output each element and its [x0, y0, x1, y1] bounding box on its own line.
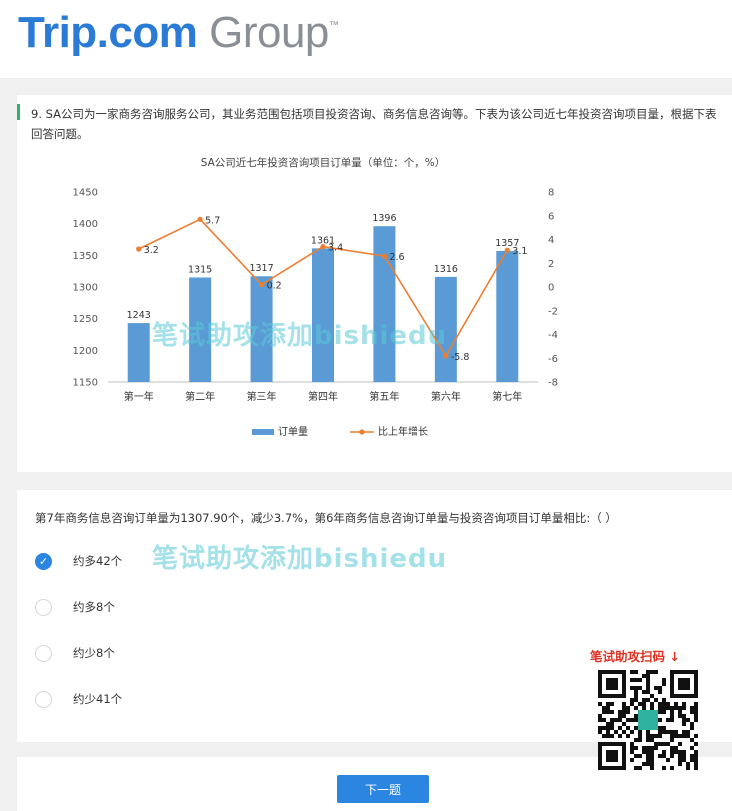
y-right-tick-label: -2 — [548, 306, 558, 317]
bar-3 — [250, 276, 273, 382]
x-tick-label: 第一年 — [124, 390, 154, 403]
line-value-label: 3.4 — [328, 243, 343, 254]
radio-icon[interactable] — [35, 644, 52, 662]
order-chart: SA公司近七年投资咨询项目订单量（单位：个，%） 1150 1200 1250 1300… — [73, 156, 558, 438]
bar-7 — [496, 250, 519, 382]
qr-promo: 笔试助攻扫码 ↓ — [590, 640, 718, 770]
option-d[interactable]: 约少41个 — [35, 688, 122, 710]
radio-icon[interactable] — [35, 598, 52, 616]
bar-value-label: 1316 — [434, 264, 458, 275]
bar-value-label: 1357 — [495, 238, 519, 249]
y-right-tick-label: -8 — [548, 378, 558, 389]
line-value-label: 3.1 — [512, 246, 527, 257]
bar-value-label: 1315 — [188, 265, 212, 276]
line-point-5 — [381, 253, 388, 259]
bar-6 — [434, 276, 457, 382]
legend-bar-swatch — [252, 429, 274, 435]
y-right-tick-label: -4 — [548, 330, 558, 341]
option-label: 约少8个 — [73, 646, 115, 660]
line-point-1 — [136, 246, 142, 252]
y-right-tick-label: 4 — [548, 235, 554, 246]
bar-value-label: 1243 — [127, 310, 151, 321]
y-right-tick-label: 2 — [548, 259, 554, 270]
bar-5 — [373, 226, 396, 382]
bar-4 — [312, 248, 334, 382]
line-value-label: -5.8 — [451, 352, 470, 363]
radio-checked-icon[interactable]: ✓ — [35, 552, 52, 570]
radio-icon[interactable] — [35, 690, 52, 708]
trip-com-group-logo: Trip.com Group™ — [18, 8, 339, 57]
line-point-3 — [258, 282, 265, 288]
y-right-tick-label: 0 — [548, 283, 554, 294]
y-left-tick-label: 1300 — [73, 283, 98, 294]
bar-value-label: 1396 — [372, 213, 396, 224]
x-tick-label: 第六年 — [431, 390, 461, 403]
line-point-2 — [197, 216, 203, 222]
line-value-label: 2.6 — [389, 252, 404, 263]
question-text: 9. SA公司为一家商务咨询服务公司，其业务范围包括项目投资咨询、商务信息咨询等… — [31, 107, 717, 141]
x-tick-label: 第五年 — [369, 390, 399, 403]
line-value-label: 5.7 — [205, 215, 220, 226]
y-left-tick-label: 1350 — [73, 251, 98, 262]
y-right-tick-label: 8 — [548, 188, 554, 199]
option-a[interactable]: ✓ 约多42个 — [35, 550, 122, 572]
question-marker — [17, 104, 20, 120]
option-b[interactable]: 约多8个 — [35, 596, 115, 618]
bar-value-label: 1361 — [311, 235, 335, 246]
y-left-tick-label: 1200 — [73, 346, 98, 357]
bar-1 — [127, 323, 150, 382]
line-point-6 — [443, 353, 449, 359]
x-tick-label: 第七年 — [492, 390, 522, 403]
line-value-label: 0.2 — [267, 281, 282, 292]
bar-value-label: 1317 — [249, 263, 273, 274]
x-tick-label: 第二年 — [185, 390, 215, 403]
y-right-tick-label: -6 — [548, 354, 558, 365]
legend-line-marker — [359, 429, 365, 435]
y-left-tick-label: 1250 — [73, 314, 98, 325]
option-label: 约多8个 — [73, 600, 115, 614]
y-right-tick-label: 6 — [548, 211, 554, 222]
line-point-4 — [320, 244, 326, 250]
answer-question-text: 第7年商务信息咨询订单量为1307.90个，减少3.7%，第6年商务信息咨询订单… — [35, 511, 617, 525]
line-value-label: 3.2 — [144, 245, 159, 256]
line-point-7 — [504, 247, 510, 253]
x-tick-label: 第三年 — [247, 390, 277, 403]
legend-bar-label: 订单量 — [278, 426, 308, 438]
y-left-tick-label: 1400 — [73, 219, 98, 230]
option-label: 约多42个 — [73, 554, 123, 568]
bar-2 — [189, 277, 212, 382]
legend-line-label: 比上年增长 — [378, 425, 428, 438]
next-question-button[interactable]: 下一题 — [337, 775, 429, 803]
y-left-tick-label: 1450 — [73, 188, 98, 199]
x-tick-label: 第四年 — [308, 390, 338, 403]
option-c[interactable]: 约少8个 — [35, 642, 115, 664]
header: Trip.com Group™ — [0, 0, 732, 78]
option-label: 约少41个 — [73, 692, 123, 706]
chart-title: SA公司近七年投资咨询项目订单量（单位：个，%） — [201, 156, 446, 169]
y-left-tick-label: 1150 — [73, 378, 98, 389]
qr-code-icon — [598, 670, 698, 770]
qr-label: 笔试助攻扫码 ↓ — [590, 649, 680, 664]
